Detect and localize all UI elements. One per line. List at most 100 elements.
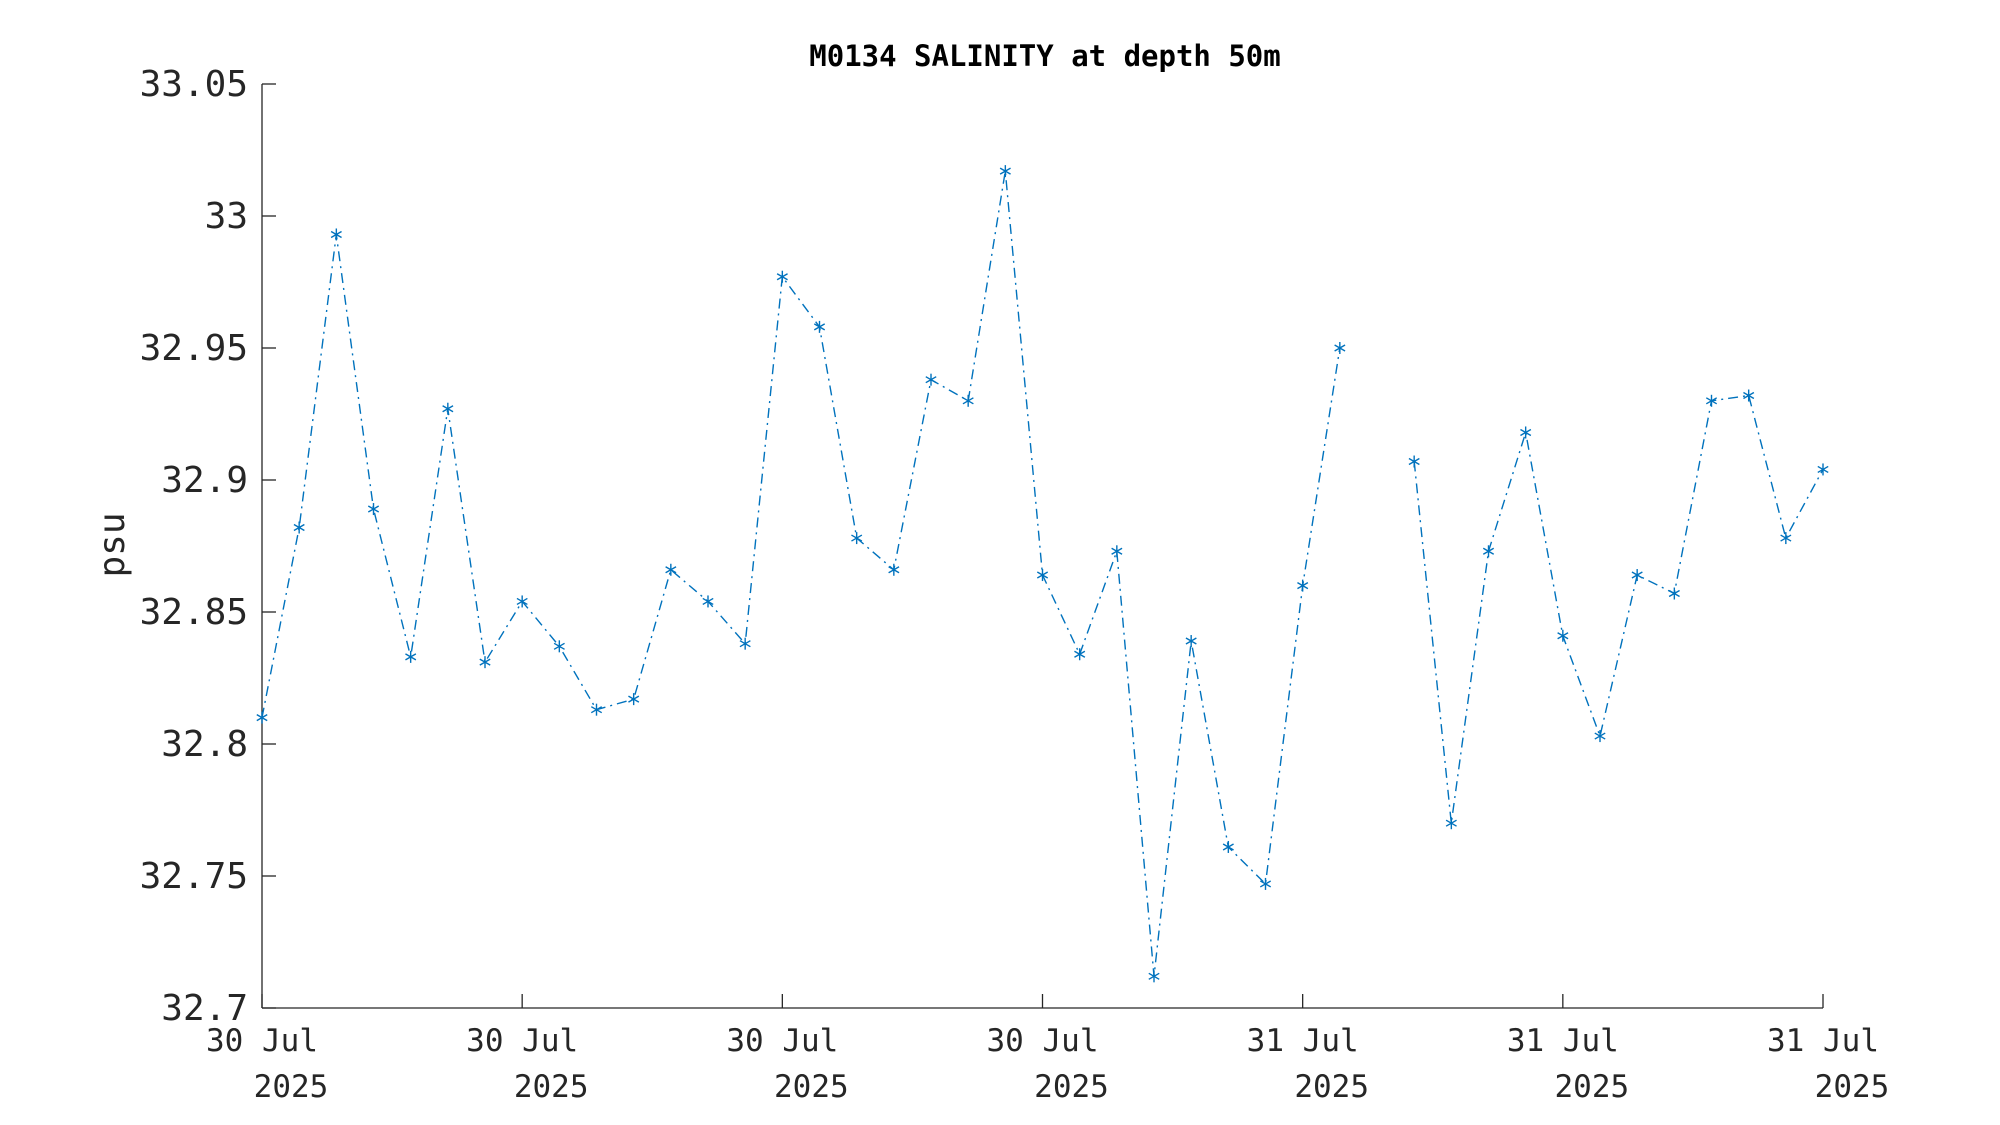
marker-stroke [1668,589,1680,598]
series-line [1413,394,1824,824]
x-tick-label-year: 2025 [1555,1069,1630,1105]
marker-stroke [1408,457,1420,466]
data-point [1408,455,1420,468]
y-tick-label: 33 [205,196,248,237]
marker-stroke [1148,972,1160,980]
marker-stroke [1445,819,1457,827]
data-point [739,637,751,650]
data-point [367,503,380,516]
x-tick-label-date: 31 Jul [1767,1023,1879,1059]
axes [261,84,1823,1009]
marker-stroke [1482,547,1495,555]
marker-stroke [1259,880,1272,888]
series-line [261,170,1341,977]
marker-stroke [702,597,714,606]
data-point [1074,648,1086,661]
y-tick-label: 32.95 [140,328,248,369]
data-point [702,595,714,608]
data-point [1036,569,1049,582]
chart-title: M0134 SALINITY at depth 50m [809,39,1280,73]
marker-stroke [590,706,603,714]
data-point [776,270,788,283]
marker-stroke [813,323,826,331]
marker-stroke [256,713,268,722]
x-tick-label-date: 30 Jul [206,1023,318,1059]
data-point [1557,629,1569,642]
data-point [628,693,640,706]
y-tick-label: 32.75 [140,856,248,897]
marker-stroke [1817,465,1829,474]
data-point [925,373,937,386]
marker-stroke [999,167,1011,175]
marker-stroke [1520,428,1532,437]
data-point [813,320,826,333]
x-tick-label-year: 2025 [774,1069,849,1105]
marker-stroke [1631,571,1643,579]
data-point [442,402,454,415]
marker-stroke [1074,650,1086,658]
marker-stroke [1222,843,1234,851]
data-point [1297,579,1309,592]
data-point [1259,877,1272,890]
data-point [553,640,565,653]
marker-stroke [628,695,640,703]
x-tick-label-year: 2025 [1034,1069,1109,1105]
y-axis-label: psu [92,512,133,577]
x-tick-label-year: 2025 [254,1069,329,1105]
x-axis-ticks: 30 Jul 2025 30 Jul 2025 30 Jul 2025 30 Jul 2025… [206,994,1889,1105]
marker-stroke [1594,732,1606,740]
data-point [1817,463,1829,476]
data-point [888,563,900,576]
marker-stroke [1297,581,1309,590]
y-axis-ticks: 32.7 32.75 32.8 32.85 32.9 32.95 33 33.05 [140,64,276,1029]
marker-stroke [367,505,380,513]
x-tick-label-date: 30 Jul [987,1023,1099,1059]
x-tick-label-year: 2025 [1815,1069,1890,1105]
x-tick-label-year: 2025 [1294,1069,1369,1105]
data-point [1148,970,1160,983]
series-lines [261,170,1824,977]
y-tick-label: 32.9 [161,460,248,501]
marker-stroke [665,566,677,574]
data-point [1668,587,1680,600]
data-point [293,521,305,534]
x-tick-label-year: 2025 [514,1069,589,1105]
x-tick-label-date: 31 Jul [1507,1023,1619,1059]
data-point [1631,569,1643,582]
series-markers [256,165,1829,983]
marker-stroke [851,534,863,542]
marker-stroke [1111,547,1123,555]
marker-stroke [962,397,974,405]
data-point [1743,389,1755,402]
data-point [1520,426,1532,439]
marker-stroke [1705,397,1718,405]
data-point [1111,545,1123,558]
marker-stroke [405,653,417,661]
y-tick-label: 32.8 [161,724,248,765]
x-tick-label-date: 31 Jul [1247,1023,1359,1059]
data-point [665,563,677,576]
data-point [1445,817,1457,830]
data-point [516,595,528,608]
marker-stroke [516,597,528,606]
marker-stroke [739,640,751,648]
y-tick-label: 33.05 [140,64,248,105]
data-point [999,165,1011,178]
marker-stroke [479,658,491,666]
y-tick-label: 32.85 [140,592,248,633]
x-tick-label-date: 30 Jul [466,1023,578,1059]
data-point [405,650,417,663]
marker-stroke [1334,344,1346,352]
data-point [851,532,863,545]
data-point [1334,342,1346,354]
data-point [590,703,603,716]
y-tick-label: 32.7 [161,988,248,1029]
marker-stroke [442,405,454,413]
marker-stroke [1780,534,1792,542]
data-point [962,394,974,407]
marker-stroke [776,273,788,281]
data-point [1185,635,1197,648]
data-point [256,711,268,724]
marker-stroke [888,566,900,574]
